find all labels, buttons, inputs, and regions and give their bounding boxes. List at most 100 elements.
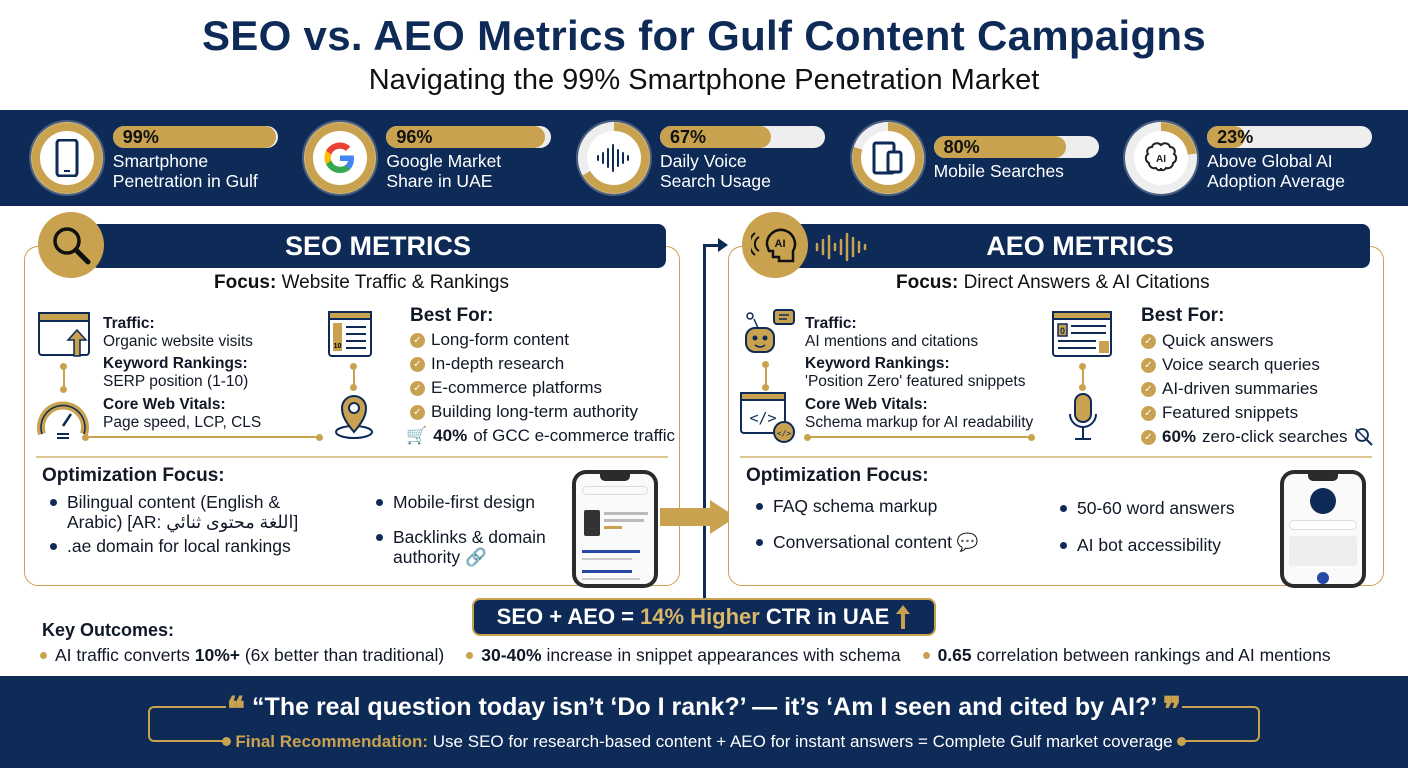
svg-text:0: 0 <box>1060 326 1065 336</box>
list-item: ✓ 60% zero-click searches <box>1141 425 1374 449</box>
seo-opt-item: Backlinks & domain authority 🔗 <box>376 527 576 567</box>
code-browser-icon: </></> <box>740 392 795 443</box>
seo-metric-keyword: Keyword Rankings: SERP position (1-10) <box>103 355 249 390</box>
aeo-badge: AI <box>742 212 808 278</box>
aeo-phone-mockup <box>1280 470 1366 588</box>
microphone-icon <box>1069 393 1097 440</box>
list-item: ✓ Long-form content <box>410 328 675 352</box>
speedometer-icon <box>37 401 89 439</box>
svg-text:10: 10 <box>334 343 342 350</box>
seo-opt-item: Mobile-first design <box>376 492 535 512</box>
aeo-opt-item: 50-60 word answers <box>1060 498 1235 518</box>
smartphone-icon <box>55 139 79 177</box>
connector-line <box>703 244 706 602</box>
aeo-metric-keyword: Keyword Rankings: 'Position Zero' feature… <box>805 355 1026 390</box>
list-item: ✓ Voice search queries <box>1141 353 1374 377</box>
ai-head-icon: AI <box>751 228 797 263</box>
seo-opt-item: Bilingual content (English & Arabic) [AR… <box>50 492 330 532</box>
seo-best-for-list: ✓ Long-form content ✓ In-depth research ✓ E… <box>406 328 675 448</box>
check-icon: ✓ <box>410 380 425 396</box>
close-quote-icon: ❞ <box>1162 690 1182 730</box>
ctr-banner: SEO + AEO = 14% Higher CTR in UAE <box>472 598 936 636</box>
header: SEO vs. AEO Metrics for Gulf Content Cam… <box>0 0 1408 110</box>
featured-snippet-icon: 0 <box>1052 311 1112 357</box>
arrow-up-icon <box>896 605 911 629</box>
aeo-panel <box>728 246 1384 586</box>
list-item: ✓ Featured snippets <box>1141 401 1374 425</box>
google-icon <box>324 142 355 173</box>
check-icon: ✓ <box>1141 405 1156 421</box>
list-item: AI traffic converts 10%+ (6x better than… <box>40 645 444 666</box>
svg-text:AI: AI <box>1156 154 1166 165</box>
stat-smartphone: 99% Smartphone Penetration in Gulf <box>28 120 283 196</box>
stat-mobile-searches: 80% Mobile Searches <box>849 120 1104 196</box>
location-pin-icon <box>335 395 373 439</box>
aeo-opt-item: Conversational content 💬 <box>756 532 979 552</box>
key-outcomes-list: AI traffic converts 10%+ (6x better than… <box>40 645 1331 666</box>
aeo-metric-traffic: Traffic: AI mentions and citations <box>805 315 979 350</box>
stat-voice: 67% Daily Voice Search Usage <box>575 120 830 196</box>
connector-arrow-icon <box>718 238 728 252</box>
stat-ai-adoption: AI 23% Above Global AI Adoption Average <box>1123 120 1377 196</box>
progress-bar: 99% <box>112 125 278 148</box>
voice-wave-icon <box>815 232 867 262</box>
list-item: ✓ E-commerce platforms <box>410 376 675 400</box>
ai-brain-icon: AI <box>1145 142 1178 172</box>
footer: ❝ “The real question today isn’t ‘Do I r… <box>0 676 1408 768</box>
seo-metric-traffic: Traffic: Organic website visits <box>103 315 253 350</box>
svg-text:AI: AI <box>775 238 786 250</box>
seo-badge <box>38 212 104 278</box>
progress-bar: 96% <box>386 125 552 148</box>
seo-focus: Focus: Website Traffic & Rankings <box>214 272 509 293</box>
check-icon: ✓ <box>1141 333 1156 349</box>
seo-best-for-title: Best For: <box>410 305 494 326</box>
check-icon: ✓ <box>410 404 425 420</box>
list-item: 30-40% increase in snippet appearances w… <box>466 645 901 666</box>
page-subtitle: Navigating the 99% Smartphone Penetratio… <box>368 64 1040 96</box>
stat-google: 96% Google Market Share in UAE <box>302 120 556 196</box>
browser-traffic-icon <box>38 312 90 357</box>
aeo-panel-title: AEO METRICS <box>790 224 1370 268</box>
seo-opt-title: Optimization Focus: <box>42 465 225 486</box>
quote: ❝ “The real question today isn’t ‘Do I r… <box>226 690 1182 730</box>
check-icon: ✓ <box>410 356 425 372</box>
aeo-opt-title: Optimization Focus: <box>746 465 929 486</box>
progress-bar: 67% <box>659 125 825 148</box>
check-icon: ✓ <box>410 332 425 348</box>
progress-bar: 80% <box>933 135 1099 158</box>
list-item: ✓ Quick answers <box>1141 329 1374 353</box>
check-icon: ✓ <box>1141 357 1156 373</box>
aeo-opt-item: FAQ schema markup <box>756 496 937 516</box>
stats-bar: 99% Smartphone Penetration in Gulf 96% Go… <box>0 110 1408 206</box>
final-recommendation: Final Recommendation: Use SEO for resear… <box>235 732 1173 751</box>
svg-text:</>: </> <box>777 429 792 438</box>
aeo-best-for-title: Best For: <box>1141 305 1225 326</box>
voice-wave-icon <box>596 144 629 172</box>
seo-opt-item: .ae domain for local rankings <box>50 536 291 556</box>
seo-metric-cwv: Core Web Vitals: Page speed, LCP, CLS <box>103 396 262 431</box>
key-outcomes-title: Key Outcomes: <box>42 620 175 640</box>
seo-phone-mockup <box>572 470 658 588</box>
ranking-list-icon: 10 <box>328 311 372 357</box>
page-title: SEO vs. AEO Metrics for Gulf Content Cam… <box>201 12 1207 59</box>
check-icon: ✓ <box>1141 429 1156 445</box>
check-icon: ✓ <box>1141 381 1156 397</box>
connector-line <box>703 244 721 247</box>
open-quote-icon: ❝ <box>226 690 246 730</box>
svg-text:</>: </> <box>749 409 776 427</box>
shopping-cart-icon: 🛒 <box>406 426 428 445</box>
list-item: 🛒 40% of GCC e-commerce traffic <box>406 426 676 445</box>
aeo-opt-item: AI bot accessibility <box>1060 535 1221 555</box>
list-item: 0.65 correlation between rankings and AI… <box>922 645 1331 666</box>
arrow-right-icon <box>660 508 712 526</box>
progress-bar: 23% <box>1207 125 1373 148</box>
list-item: ✓ AI-driven summaries <box>1141 377 1374 401</box>
seo-panel-title: SEO METRICS <box>90 224 666 268</box>
mobile-devices-icon <box>872 141 903 175</box>
magnifier-icon <box>53 227 91 265</box>
link-icon: 🔗 <box>465 547 487 567</box>
no-click-search-icon <box>1354 428 1373 446</box>
aeo-best-for-list: ✓ Quick answers ✓ Voice search queries ✓ AI… <box>1141 329 1374 449</box>
list-item: ✓ Building long-term authority <box>410 400 675 424</box>
chat-bubbles-icon: 💬 <box>956 532 979 552</box>
